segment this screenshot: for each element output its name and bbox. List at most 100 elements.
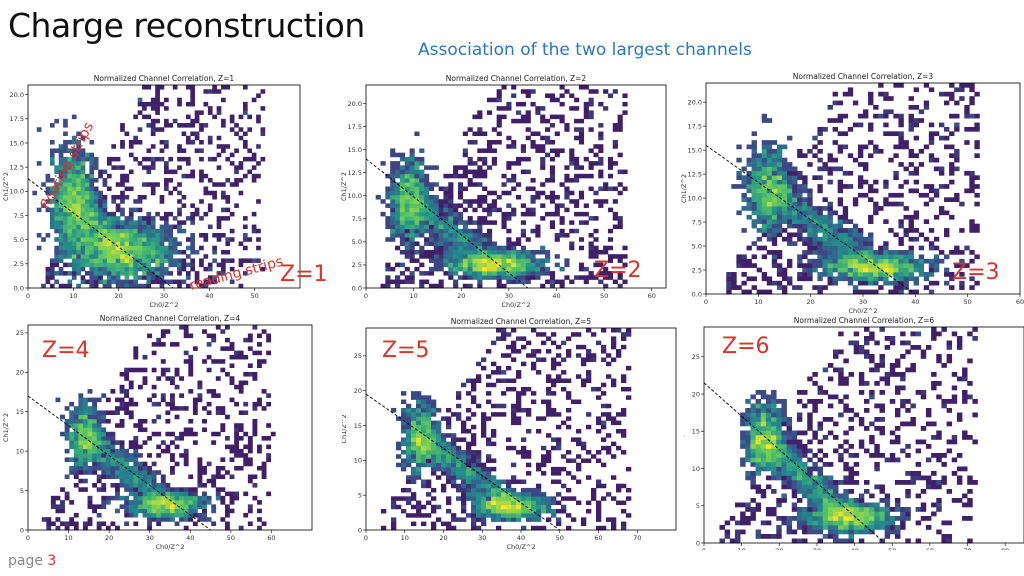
heatmap-cell: [516, 416, 522, 421]
heatmap-cell: [120, 228, 125, 234]
heatmap-cell: [211, 508, 217, 514]
heatmap-cell: [448, 237, 454, 242]
heatmap-cell: [471, 424, 477, 430]
heatmap-cell: [923, 236, 930, 242]
heatmap-cell: [128, 504, 134, 509]
heatmap-cell: [401, 420, 407, 426]
heatmap-cell: [98, 249, 103, 255]
heatmap-cell: [120, 262, 125, 268]
heatmap-cell: [243, 453, 249, 458]
heatmap-cell: [898, 250, 904, 255]
heatmap-cell: [838, 525, 844, 530]
heatmap-cell: [923, 201, 930, 207]
heatmap-cell: [453, 241, 459, 247]
heatmap-cell: [601, 420, 607, 426]
heatmap-cell: [416, 441, 422, 447]
heatmap-cell: [776, 188, 783, 194]
heatmap-cell: [234, 123, 239, 128]
heatmap-cell: [868, 254, 874, 260]
heatmap-cell: [215, 495, 221, 501]
heatmap-cell: [170, 512, 175, 518]
heatmap-cell: [433, 194, 439, 200]
heatmap-cell: [426, 441, 432, 447]
heatmap-cell: [419, 220, 425, 225]
heatmap-cell: [142, 376, 148, 381]
heatmap-cell: [390, 220, 396, 225]
heatmap-cell: [506, 279, 512, 285]
heatmap-cell: [229, 500, 235, 505]
heatmap-cell: [476, 504, 482, 510]
heatmap-cell: [124, 389, 130, 394]
heatmap-cell: [142, 478, 148, 484]
heatmap-cell: [827, 280, 833, 286]
heatmap-cell: [225, 194, 231, 200]
heatmap-cell: [462, 169, 468, 175]
heatmap-cell: [234, 431, 240, 437]
heatmap-cell: [216, 271, 222, 276]
heatmap-cell: [756, 201, 763, 207]
heatmap-cell: [559, 101, 565, 107]
heatmap-cell: [531, 500, 537, 506]
heatmap-cell: [212, 249, 217, 255]
heatmap-cell: [448, 245, 454, 251]
heatmap-cell: [220, 474, 226, 480]
heatmap-cell: [949, 83, 955, 88]
heatmap-cell: [472, 271, 478, 276]
heatmap-cell: [133, 440, 139, 445]
heatmap-cell: [461, 496, 467, 501]
heatmap-cell: [511, 178, 517, 183]
heatmap-cell: [448, 266, 454, 272]
heatmap-cell: [128, 465, 134, 471]
heatmap-cell: [536, 508, 542, 514]
heatmap-cell: [741, 272, 747, 277]
heatmap-cell: [406, 412, 412, 417]
heatmap-cell: [177, 283, 182, 289]
heatmap-cell: [409, 224, 415, 230]
heatmap-cell: [45, 199, 51, 204]
heatmap-cell: [164, 178, 169, 183]
heatmap-cell: [147, 465, 152, 471]
heatmap-cell: [63, 169, 68, 175]
heatmap-cell: [229, 114, 235, 120]
heatmap-cell: [873, 210, 879, 216]
x-tick-label: 40: [205, 292, 213, 300]
heatmap-cell: [864, 520, 870, 526]
heatmap-cell: [58, 258, 64, 263]
heatmap-cell: [448, 262, 454, 268]
heatmap-cell: [89, 271, 95, 276]
heatmap-cell: [756, 210, 763, 216]
heatmap-cell: [137, 216, 143, 221]
heatmap-cell: [827, 166, 833, 172]
heatmap-cell: [736, 170, 742, 176]
heatmap-cell: [496, 525, 502, 531]
heatmap-cell: [903, 280, 909, 286]
heatmap-cell: [526, 471, 532, 476]
heatmap-cell: [92, 461, 98, 467]
heatmap-cell: [481, 475, 487, 480]
heatmap-cell: [761, 166, 768, 172]
heatmap-cell: [586, 328, 592, 333]
heatmap-cell: [461, 479, 467, 485]
heatmap-cell: [441, 466, 447, 472]
heatmap-cell: [188, 517, 194, 522]
heatmap-cell: [756, 166, 763, 172]
heatmap-cell: [511, 492, 517, 497]
heatmap-cell: [569, 178, 575, 183]
heatmap-cell: [481, 508, 487, 514]
heatmap-cell: [546, 412, 552, 417]
heatmap-cell: [124, 483, 130, 488]
heatmap-cell: [506, 513, 512, 518]
heatmap-cell: [87, 397, 93, 403]
heatmap-cell: [416, 462, 422, 468]
heatmap-cell: [151, 491, 157, 497]
heatmap-cell: [229, 444, 235, 450]
heatmap-cell: [863, 245, 869, 251]
heatmap-cell: [853, 520, 860, 526]
heatmap-cell: [807, 188, 813, 194]
heatmap-cell: [964, 104, 970, 110]
heatmap-cell: [89, 152, 95, 158]
heatmap-cell: [506, 517, 512, 522]
heatmap-cell: [724, 529, 731, 535]
heatmap-cell: [616, 487, 622, 493]
heatmap-cell: [170, 397, 175, 403]
